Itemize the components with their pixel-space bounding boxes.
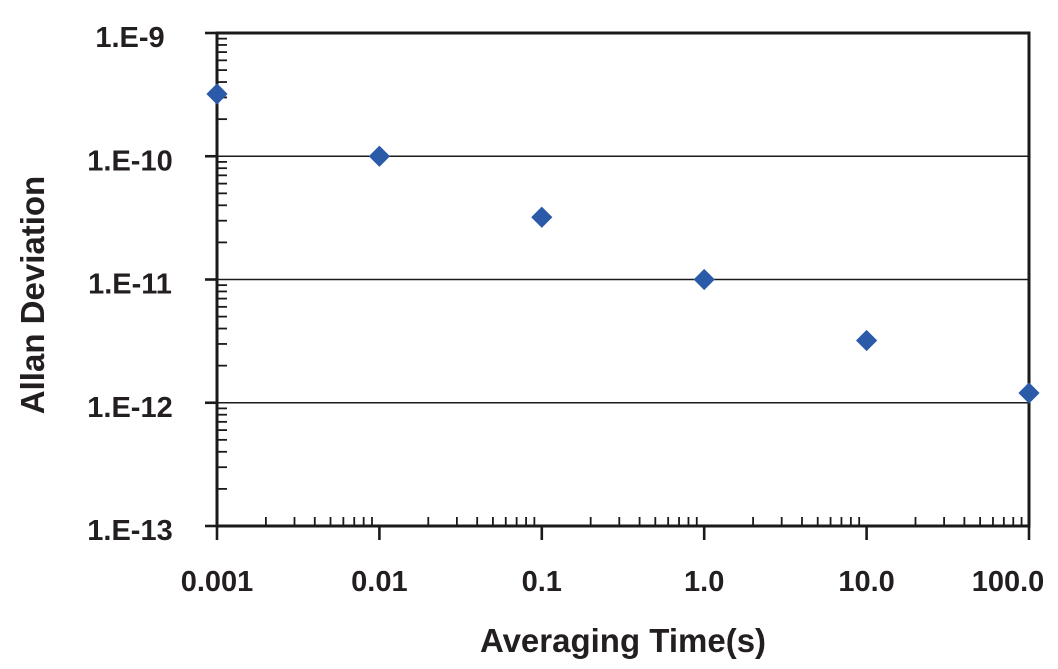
data-point [1018,382,1040,404]
y-axis-title: Allan Deviation [14,175,51,415]
x-tick-label: 10.0 [838,566,894,598]
y-tick-label: 1.E-11 [88,269,172,301]
y-tick-label: 1.E-9 [95,22,164,54]
plot-border [215,31,1031,528]
data-point [368,145,391,167]
x-tick-label: 0.1 [522,566,562,598]
x-tick-label: 100.0 [972,566,1045,598]
data-point [531,206,553,228]
y-tick-label: 1.E-12 [87,392,172,424]
x-tick-label: 0.001 [181,566,254,598]
y-tick-label: 1.E-10 [87,145,172,177]
data-point [693,268,715,291]
y-tick-label: 1.E-13 [87,515,172,547]
x-tick-label: 1.0 [684,566,724,598]
x-axis-title: Averaging Time(s) [479,622,767,659]
data-point [855,329,878,352]
x-tick-label: 0.01 [351,566,407,598]
data-point [206,83,228,105]
